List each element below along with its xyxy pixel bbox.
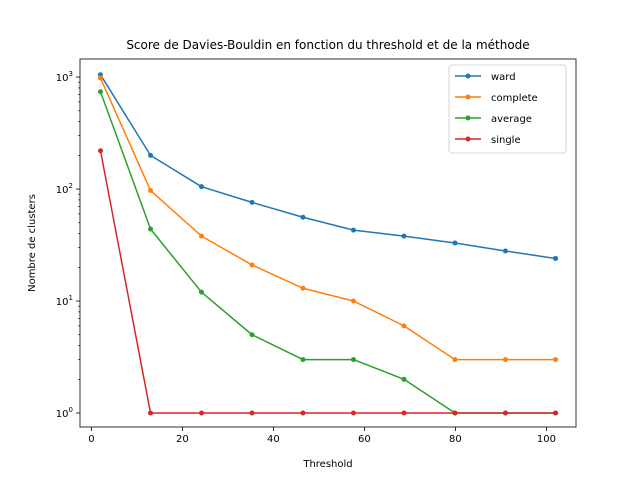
x-tick-label: 80 [449, 434, 462, 445]
series-line-ward [99, 74, 556, 260]
data-point-single [199, 410, 204, 416]
data-point-average [249, 332, 255, 338]
data-point-single [249, 410, 255, 416]
data-point-average [148, 226, 154, 232]
x-tick-label: 60 [358, 434, 371, 445]
y-axis-label: Nombre de clusters [27, 194, 38, 292]
x-tick-label: 100 [537, 434, 556, 445]
legend-marker-average [465, 115, 471, 121]
data-point-ward [452, 240, 458, 246]
data-point-ward [401, 233, 407, 239]
data-point-complete [502, 357, 508, 363]
data-point-average [401, 376, 407, 382]
legend-marker-single [465, 136, 471, 142]
axes-frame [79, 58, 577, 428]
data-point-complete [199, 233, 204, 239]
data-point-complete [553, 357, 559, 363]
series-single [97, 148, 559, 416]
x-axis-label: Threshold [302, 459, 352, 470]
data-point-ward [350, 227, 356, 233]
data-point-average [97, 89, 103, 95]
data-point-complete [350, 298, 356, 304]
legend-marker-ward [465, 73, 471, 79]
x-tick-label: 40 [267, 434, 280, 445]
legend-label-ward: ward [491, 72, 516, 83]
data-point-single [148, 410, 154, 416]
data-point-complete [300, 285, 306, 291]
data-point-average [350, 357, 356, 363]
x-tick-label: 0 [88, 434, 94, 445]
data-point-average [199, 289, 204, 295]
chart-title: Score de Davies-Bouldin en fonction du t… [126, 38, 529, 52]
legend-box [448, 64, 567, 154]
legend-label-single: single [491, 135, 521, 146]
series-complete [97, 75, 559, 363]
data-point-single [502, 410, 508, 416]
data-point-complete [249, 262, 255, 268]
data-point-ward [249, 199, 255, 205]
data-point-ward [300, 214, 306, 220]
data-point-single [300, 410, 306, 416]
data-point-ward [148, 152, 154, 158]
data-point-ward [199, 184, 204, 190]
series-group [97, 72, 559, 416]
data-point-complete [452, 357, 458, 363]
legend-label-complete: complete [491, 93, 538, 104]
data-point-ward [502, 248, 508, 254]
data-point-single [452, 410, 458, 416]
data-point-single [97, 148, 103, 154]
series-ward [97, 72, 559, 261]
series-line-single [99, 150, 556, 414]
data-point-single [350, 410, 356, 416]
data-point-single [553, 410, 559, 416]
data-point-complete [97, 75, 103, 81]
series-line-complete [99, 77, 556, 361]
data-point-complete [148, 188, 154, 194]
x-tick-label: 20 [176, 434, 189, 445]
data-point-ward [553, 255, 559, 261]
data-point-single [401, 410, 407, 416]
legend-marker-complete [465, 94, 471, 100]
data-point-complete [401, 323, 407, 329]
legend-label-average: average [491, 114, 532, 125]
data-point-average [300, 357, 306, 363]
legend: ward complete average single [448, 64, 567, 154]
